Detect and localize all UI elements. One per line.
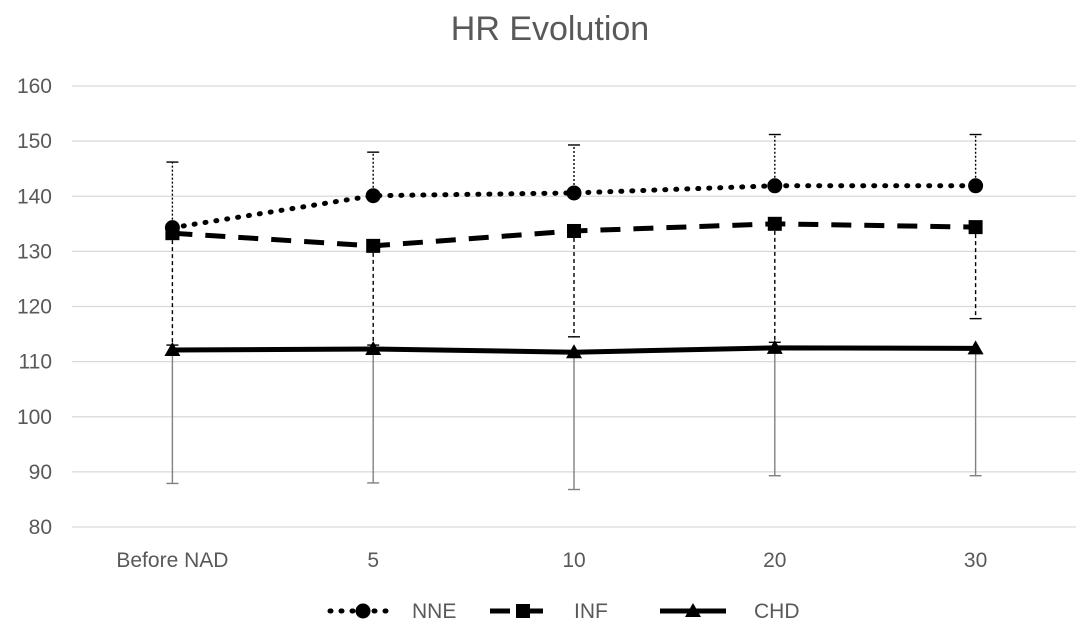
legend-marker-inf [516, 604, 530, 618]
y-tick-label: 140 [17, 185, 52, 208]
x-tick-label: 5 [367, 549, 379, 572]
data-point-chd [164, 342, 181, 357]
legend-label-inf: INF [574, 600, 608, 623]
data-point-nne [968, 178, 984, 194]
x-tick-label: 20 [763, 549, 786, 572]
data-point-inf [968, 220, 983, 235]
y-axis-ticks: 80 90 100 110 120 130 140 150 160 [17, 75, 52, 539]
y-tick-label: 90 [29, 461, 52, 484]
data-point-chd [365, 340, 382, 355]
y-tick-label: 80 [29, 516, 52, 539]
data-point-chd [967, 340, 984, 355]
y-tick-label: 160 [17, 75, 52, 98]
data-point-inf [767, 216, 782, 231]
legend-marker-chd [685, 603, 701, 617]
y-tick-label: 120 [17, 296, 52, 319]
chart-title: HR Evolution [451, 10, 649, 48]
series-line-nne [169, 183, 979, 231]
y-tick-label: 100 [17, 406, 52, 429]
legend-marker-nne [355, 603, 371, 619]
legend-label-nne: NNE [412, 600, 456, 623]
y-tick-label: 110 [19, 351, 52, 374]
x-tick-label: 30 [964, 549, 987, 572]
x-axis-ticks: Before NAD 5 10 20 30 [116, 549, 987, 572]
data-point-nne [767, 178, 783, 194]
data-point-nne [365, 188, 381, 204]
legend-label-chd: CHD [754, 600, 800, 623]
data-point-inf [165, 226, 180, 241]
series-markers [164, 178, 984, 359]
data-point-chd [566, 344, 582, 359]
x-tick-label: 10 [562, 549, 585, 572]
data-point-chd [766, 339, 783, 354]
data-point-inf [567, 223, 581, 238]
y-tick-label: 150 [17, 130, 52, 153]
error-bars [166, 133, 982, 491]
data-point-nne [566, 185, 582, 201]
legend: NNE INF CHD [327, 600, 800, 623]
data-point-inf [366, 238, 381, 253]
x-tick-label: Before NAD [116, 549, 228, 572]
grid-lines [72, 85, 1076, 528]
y-tick-label: 130 [17, 240, 52, 263]
